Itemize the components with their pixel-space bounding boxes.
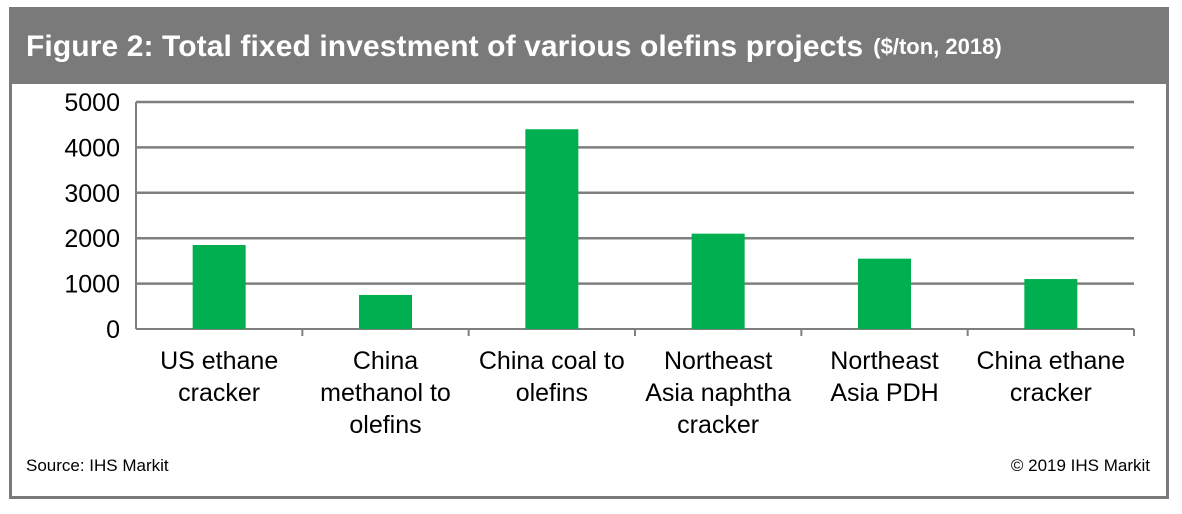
x-category-label: cracker (178, 379, 260, 407)
x-category-label: Asia naphtha (645, 379, 791, 407)
y-tick-label: 5000 (64, 89, 120, 117)
bar (525, 129, 579, 329)
chart-title: Figure 2: Total fixed investment of vari… (26, 30, 864, 63)
x-category-label: China ethane (976, 347, 1125, 375)
x-category-label: cracker (1010, 379, 1092, 407)
x-category-label: cracker (677, 411, 759, 439)
x-category-label: Northeast (830, 347, 938, 375)
y-tick-label: 1000 (64, 271, 120, 299)
x-category-label: Northeast (664, 347, 772, 375)
x-category-label: olefins (516, 379, 588, 407)
x-category-label: Asia PDH (830, 379, 938, 407)
x-category-label: methanol to (320, 379, 451, 407)
bar (1024, 279, 1078, 329)
bar (192, 245, 246, 329)
x-category-label: China coal to (479, 347, 625, 375)
chart-subtitle: ($/ton, 2018) (873, 34, 1002, 59)
bar (691, 233, 745, 329)
y-tick-label: 4000 (64, 134, 120, 162)
bar (359, 294, 412, 329)
bar (858, 258, 911, 329)
y-tick-label: 0 (106, 316, 120, 344)
title-bar: Figure 2: Total fixed investment of vari… (12, 10, 1166, 84)
source-note: Source: IHS Markit (26, 456, 169, 475)
x-category-label: US ethane (160, 347, 278, 375)
x-category-label: China (353, 347, 418, 375)
y-tick-label: 3000 (64, 180, 120, 208)
x-category-label: olefins (349, 411, 421, 439)
copyright-note: © 2019 IHS Markit (1010, 456, 1150, 475)
y-tick-label: 2000 (64, 225, 120, 253)
